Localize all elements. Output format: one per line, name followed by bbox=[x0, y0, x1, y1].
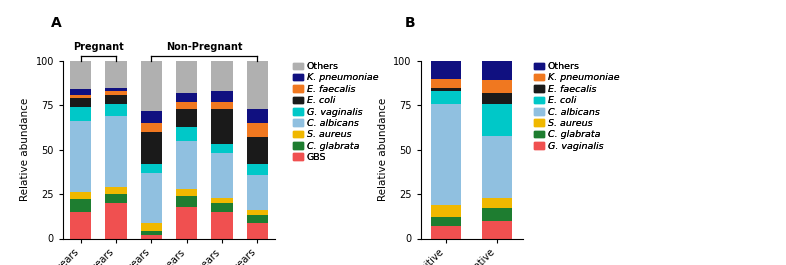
Bar bbox=[105, 116, 127, 187]
Bar bbox=[431, 87, 461, 91]
Bar bbox=[70, 107, 91, 121]
Bar bbox=[247, 175, 268, 210]
Bar bbox=[141, 132, 162, 164]
Y-axis label: Relative abundance: Relative abundance bbox=[20, 98, 30, 201]
Bar bbox=[141, 123, 162, 132]
Legend: Others, K. pneumoniae, E. faecalis, E. coli, G. vaginalis, C. albicans, S. aureu: Others, K. pneumoniae, E. faecalis, E. c… bbox=[292, 62, 378, 162]
Bar bbox=[141, 111, 162, 123]
Bar bbox=[431, 61, 461, 79]
Text: B: B bbox=[405, 16, 416, 30]
Bar bbox=[176, 141, 197, 189]
Bar bbox=[247, 210, 268, 215]
Bar bbox=[247, 223, 268, 238]
Bar bbox=[482, 198, 512, 208]
Bar bbox=[176, 109, 197, 127]
Bar bbox=[431, 91, 461, 104]
Bar bbox=[431, 217, 461, 226]
Bar bbox=[105, 203, 127, 238]
Bar bbox=[141, 164, 162, 173]
Bar bbox=[247, 123, 268, 137]
Bar bbox=[105, 104, 127, 116]
Bar bbox=[482, 208, 512, 221]
Bar bbox=[247, 164, 268, 175]
Bar bbox=[141, 235, 162, 238]
Bar bbox=[105, 194, 127, 203]
Bar bbox=[176, 206, 197, 238]
Text: Non-Pregnant: Non-Pregnant bbox=[166, 42, 243, 52]
Text: A: A bbox=[51, 16, 62, 30]
Bar bbox=[211, 203, 233, 212]
Bar bbox=[105, 187, 127, 194]
Bar bbox=[431, 104, 461, 205]
Bar bbox=[211, 198, 233, 203]
Bar bbox=[70, 212, 91, 238]
Bar bbox=[211, 212, 233, 238]
Bar bbox=[211, 61, 233, 91]
Bar bbox=[211, 91, 233, 102]
Bar bbox=[482, 135, 512, 198]
Bar bbox=[431, 226, 461, 238]
Bar bbox=[431, 205, 461, 217]
Bar bbox=[211, 153, 233, 198]
Bar bbox=[211, 109, 233, 144]
Bar bbox=[141, 61, 162, 111]
Bar bbox=[70, 61, 91, 89]
Bar bbox=[105, 91, 127, 95]
Bar bbox=[431, 79, 461, 87]
Bar bbox=[176, 127, 197, 141]
Bar bbox=[247, 215, 268, 223]
Bar bbox=[482, 81, 512, 93]
Y-axis label: Relative abundance: Relative abundance bbox=[377, 98, 387, 201]
Bar bbox=[141, 173, 162, 223]
Bar bbox=[105, 61, 127, 87]
Bar bbox=[70, 121, 91, 192]
Bar bbox=[247, 137, 268, 164]
Bar bbox=[176, 61, 197, 93]
Bar bbox=[70, 98, 91, 107]
Bar bbox=[70, 89, 91, 95]
Bar bbox=[247, 61, 268, 109]
Legend: Others, K. pneumoniae, E. faecalis, E. coli, C. albicans, S. aureus, C. glabrata: Others, K. pneumoniae, E. faecalis, E. c… bbox=[534, 62, 619, 151]
Bar bbox=[176, 196, 197, 206]
Bar bbox=[141, 231, 162, 235]
Bar bbox=[70, 192, 91, 200]
Bar bbox=[211, 144, 233, 153]
Bar bbox=[105, 95, 127, 104]
Bar bbox=[70, 95, 91, 98]
Bar bbox=[247, 109, 268, 123]
Bar bbox=[482, 93, 512, 104]
Text: Pregnant: Pregnant bbox=[73, 42, 123, 52]
Bar bbox=[105, 87, 127, 91]
Bar bbox=[176, 189, 197, 196]
Bar bbox=[70, 200, 91, 212]
Bar bbox=[482, 221, 512, 238]
Bar bbox=[141, 223, 162, 231]
Bar bbox=[176, 93, 197, 102]
Bar bbox=[482, 61, 512, 81]
Bar bbox=[176, 102, 197, 109]
Bar bbox=[211, 102, 233, 109]
Bar bbox=[482, 104, 512, 135]
